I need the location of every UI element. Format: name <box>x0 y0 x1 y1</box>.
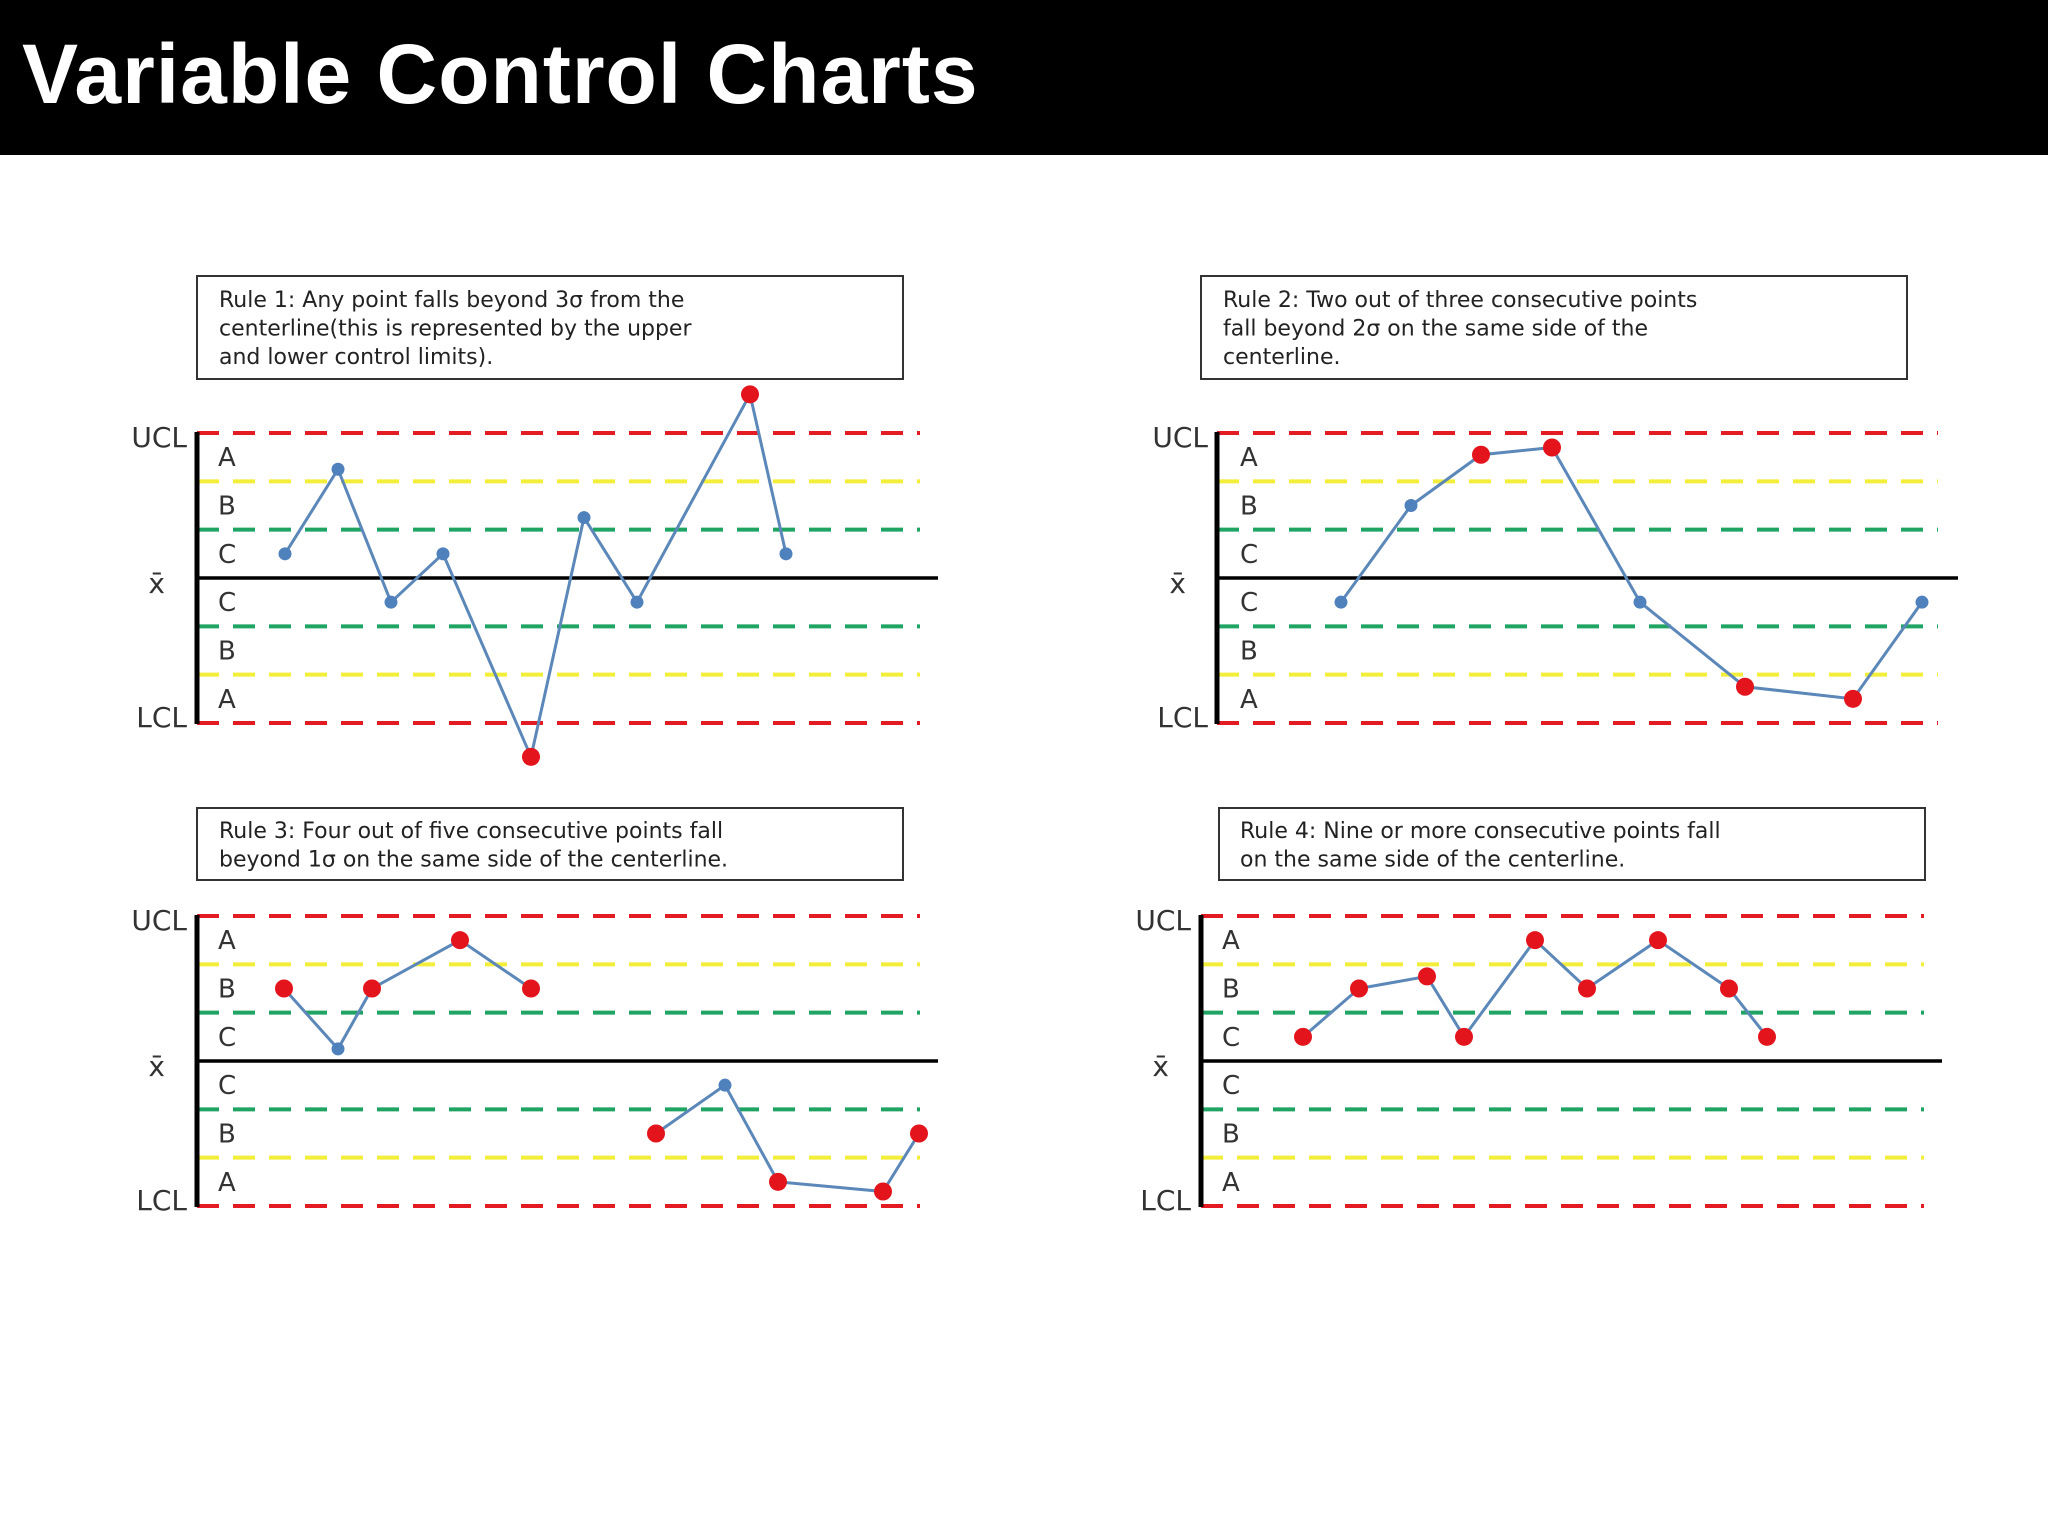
rule-text-line: Rule 2: Two out of three consecutive poi… <box>1223 288 1697 313</box>
zone-label-c: C <box>1240 540 1258 570</box>
data-point <box>1915 595 1929 609</box>
data-point <box>718 1078 732 1092</box>
series-line <box>1302 937 1769 1040</box>
rule-text-line: Rule 4: Nine or more consecutive points … <box>1240 819 1721 844</box>
ucl-label: UCL <box>131 421 187 454</box>
series-line <box>282 938 532 1052</box>
data-point <box>779 547 793 561</box>
zone-label-a: A <box>1222 1168 1240 1198</box>
data-point <box>1633 595 1647 609</box>
rule-text-line: centerline(this is represented by the up… <box>219 317 692 342</box>
flagged-data-point <box>1294 1027 1312 1046</box>
page-title: Variable Control Charts <box>22 27 979 121</box>
flagged-data-point <box>522 747 540 766</box>
flagged-data-point <box>275 979 293 998</box>
flagged-data-point <box>910 1124 928 1143</box>
zone-label-c: C <box>218 588 236 618</box>
data-point <box>278 547 292 561</box>
flagged-data-point <box>1526 931 1544 950</box>
control-chart-4: Rule 4: Nine or more consecutive points … <box>1135 807 1942 1217</box>
ucl-label: UCL <box>1135 904 1191 937</box>
flagged-data-point <box>1844 689 1862 708</box>
zone-label-a: A <box>1240 443 1258 473</box>
flagged-data-point <box>1472 445 1490 464</box>
zone-label-c: C <box>1222 1023 1240 1053</box>
lcl-label: LCL <box>136 1184 187 1217</box>
rule-box <box>1200 275 1908 380</box>
rule-box <box>1218 807 1926 881</box>
data-point <box>331 462 345 476</box>
flagged-data-point <box>363 979 381 998</box>
series-line <box>655 1082 921 1194</box>
centerline-label: x̄ <box>1152 1050 1169 1083</box>
data-point <box>1404 499 1418 512</box>
rule-text-line: Rule 1: Any point falls beyond 3σ from t… <box>219 288 684 313</box>
control-chart-1: Rule 1: Any point falls beyond 3σ from t… <box>131 275 938 766</box>
control-chart-3: Rule 3: Four out of five consecutive poi… <box>131 807 938 1217</box>
ucl-label: UCL <box>1152 421 1208 454</box>
data-point <box>630 595 644 609</box>
zone-label-b: B <box>218 1120 236 1150</box>
zone-label-a: A <box>1222 926 1240 956</box>
rule-text-line: centerline. <box>1223 345 1340 370</box>
centerline-label: x̄ <box>1169 567 1186 600</box>
rule-text-line: and lower control limits). <box>219 345 493 370</box>
flagged-data-point <box>647 1124 665 1143</box>
control-chart-2: Rule 2: Two out of three consecutive poi… <box>1152 275 1958 734</box>
centerline-label: x̄ <box>148 567 165 600</box>
rule-text-line: Rule 3: Four out of five consecutive poi… <box>219 819 723 844</box>
flagged-data-point <box>769 1172 787 1191</box>
data-point <box>436 547 450 561</box>
data-point <box>384 595 398 609</box>
title-bar: Variable Control Charts <box>0 0 2048 155</box>
zone-label-b: B <box>1240 637 1258 667</box>
flagged-data-point <box>741 385 759 404</box>
data-point <box>331 1042 345 1056</box>
zone-label-a: A <box>218 1168 236 1198</box>
rule-text-line: on the same side of the centerline. <box>1240 848 1625 873</box>
zone-label-a: A <box>1240 685 1258 715</box>
zone-label-c: C <box>218 540 236 570</box>
flagged-data-point <box>1758 1027 1776 1046</box>
flagged-data-point <box>1649 931 1667 950</box>
flagged-data-point <box>522 979 540 998</box>
zone-label-b: B <box>1222 1120 1240 1150</box>
lcl-label: LCL <box>136 701 187 734</box>
zone-label-b: B <box>1222 975 1240 1005</box>
zone-label-b: B <box>218 975 236 1005</box>
zone-label-a: A <box>218 443 236 473</box>
zone-label-b: B <box>218 637 236 667</box>
flagged-data-point <box>874 1182 892 1201</box>
zone-label-c: C <box>218 1023 236 1053</box>
lcl-label: LCL <box>1157 701 1208 734</box>
series-line <box>283 390 788 762</box>
zone-label-c: C <box>218 1071 236 1101</box>
ucl-label: UCL <box>131 904 187 937</box>
rule-text-line: beyond 1σ on the same side of the center… <box>219 848 728 873</box>
flagged-data-point <box>451 931 469 950</box>
zone-label-b: B <box>1240 492 1258 522</box>
flagged-data-point <box>1455 1027 1473 1046</box>
zone-label-b: B <box>218 492 236 522</box>
flagged-data-point <box>1543 438 1561 457</box>
rule-text-line: fall beyond 2σ on the same side of the <box>1223 317 1648 342</box>
zone-label-a: A <box>218 685 236 715</box>
zone-label-a: A <box>218 926 236 956</box>
flagged-data-point <box>1578 979 1596 998</box>
data-point <box>577 511 591 525</box>
flagged-data-point <box>1418 967 1436 986</box>
zone-label-c: C <box>1222 1071 1240 1101</box>
rule-box <box>196 275 904 380</box>
rule-box <box>196 807 904 881</box>
flagged-data-point <box>1720 979 1738 998</box>
flagged-data-point <box>1350 979 1368 998</box>
data-point <box>1334 595 1348 609</box>
zone-label-c: C <box>1240 588 1258 618</box>
lcl-label: LCL <box>1140 1184 1191 1217</box>
centerline-label: x̄ <box>148 1050 165 1083</box>
flagged-data-point <box>1736 677 1754 696</box>
series-line <box>1339 445 1924 701</box>
